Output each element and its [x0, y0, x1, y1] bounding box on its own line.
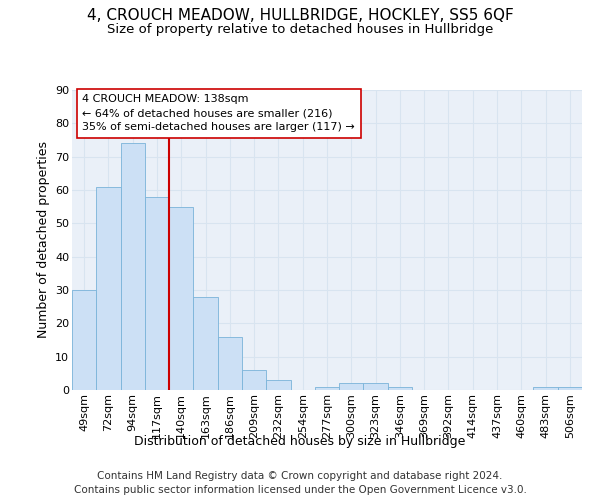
Text: 4 CROUCH MEADOW: 138sqm
← 64% of detached houses are smaller (216)
35% of semi-d: 4 CROUCH MEADOW: 138sqm ← 64% of detache…: [82, 94, 355, 132]
Text: Contains HM Land Registry data © Crown copyright and database right 2024.
Contai: Contains HM Land Registry data © Crown c…: [74, 471, 526, 495]
Text: Size of property relative to detached houses in Hullbridge: Size of property relative to detached ho…: [107, 22, 493, 36]
Bar: [218, 336, 242, 390]
Bar: [145, 196, 169, 390]
Text: 4, CROUCH MEADOW, HULLBRIDGE, HOCKLEY, SS5 6QF: 4, CROUCH MEADOW, HULLBRIDGE, HOCKLEY, S…: [86, 8, 514, 22]
Bar: [193, 296, 218, 390]
Bar: [558, 386, 582, 390]
Bar: [388, 386, 412, 390]
Text: Distribution of detached houses by size in Hullbridge: Distribution of detached houses by size …: [134, 435, 466, 448]
Bar: [266, 380, 290, 390]
Bar: [533, 386, 558, 390]
Bar: [72, 290, 96, 390]
Bar: [339, 384, 364, 390]
Y-axis label: Number of detached properties: Number of detached properties: [37, 142, 50, 338]
Bar: [242, 370, 266, 390]
Bar: [315, 386, 339, 390]
Bar: [364, 384, 388, 390]
Bar: [169, 206, 193, 390]
Bar: [96, 186, 121, 390]
Bar: [121, 144, 145, 390]
